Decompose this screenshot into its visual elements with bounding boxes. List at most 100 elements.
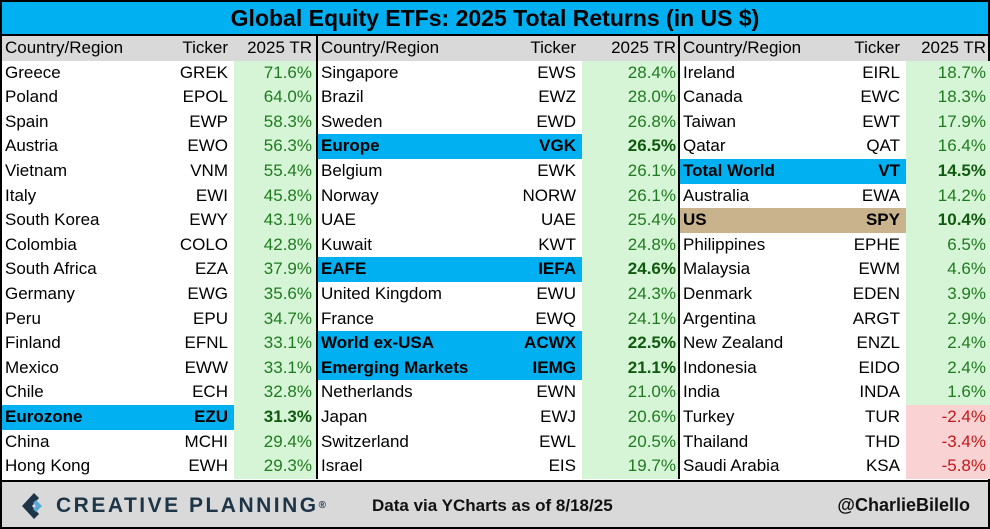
table-row: Thailand THD -3.4%: [680, 429, 990, 455]
table-row: Poland EPOL 64.0%: [2, 85, 316, 110]
region-name: Kuwait: [321, 234, 373, 254]
region-name: Austria: [5, 136, 58, 156]
ticker-symbol: GREK: [179, 62, 228, 82]
creative-planning-logo-icon: [22, 493, 42, 519]
total-return-value: 6.5%: [906, 232, 990, 258]
header-region-label: Country/Region: [321, 38, 440, 57]
total-return-value: 33.1%: [234, 331, 316, 356]
region-name: India: [683, 382, 720, 402]
ticker-symbol: EWD: [536, 111, 576, 131]
table-row: New Zealand ENZL 2.4%: [680, 331, 990, 356]
region-name: South Korea: [5, 210, 100, 230]
ticker-symbol: MCHI: [184, 431, 228, 451]
region-name: Brazil: [321, 87, 364, 107]
region-name: Denmark: [683, 284, 752, 303]
ticker-symbol: EWZ: [538, 87, 576, 107]
region-name: Sweden: [321, 111, 383, 131]
ticker-symbol: ECH: [192, 382, 228, 402]
table-row: Singapore EWS 28.4%: [318, 60, 680, 86]
table-row: Greece GREK 71.6%: [2, 60, 316, 86]
total-return-value: -3.4%: [906, 429, 990, 455]
ticker-symbol: EWU: [536, 284, 576, 303]
total-return-value: 31.3%: [234, 405, 316, 430]
ticker-symbol: EDEN: [852, 284, 900, 303]
region-name: Japan: [321, 407, 368, 426]
total-return-value: 24.3%: [582, 282, 680, 307]
ticker-symbol: EZA: [194, 259, 228, 279]
table-row: China MCHI 29.4%: [2, 429, 316, 455]
ticker-symbol: EWT: [862, 111, 900, 131]
ticker-symbol: EFNL: [184, 333, 228, 353]
table-row: Qatar QAT 16.4%: [680, 134, 990, 159]
table-row: Australia EWA 14.2%: [680, 183, 990, 209]
ticker-symbol: EWI: [195, 185, 228, 205]
region-name: Spain: [5, 111, 49, 131]
region-name: Belgium: [321, 161, 383, 180]
ticker-symbol: EWM: [858, 259, 900, 279]
region-name: Indonesia: [683, 357, 757, 377]
region-name: EAFE: [321, 259, 367, 279]
total-return-value: 42.8%: [234, 232, 316, 258]
total-return-value: 1.6%: [906, 380, 990, 405]
total-return-value: 71.6%: [234, 60, 316, 86]
table-row: Malaysia EWM 4.6%: [680, 257, 990, 282]
ticker-symbol: EWC: [860, 87, 900, 107]
region-name: Australia: [683, 185, 750, 205]
total-return-value: 29.3%: [234, 454, 316, 479]
region-name: Poland: [5, 87, 58, 107]
table-column-group-3: Country/Region Ticker 2025 TR Ireland EIRL 18…: [678, 36, 990, 479]
region-name: China: [5, 431, 50, 451]
region-name: Total World: [683, 161, 775, 180]
total-return-value: 24.6%: [582, 257, 680, 282]
table-row: Colombia COLO 42.8%: [2, 232, 316, 258]
total-return-value: 45.8%: [234, 183, 316, 209]
region-name: Ireland: [683, 62, 735, 82]
ticker-symbol: EWJ: [540, 407, 576, 426]
region-name: Switzerland: [321, 431, 409, 451]
region-name: Chile: [5, 382, 44, 402]
ticker-symbol: IEFA: [538, 259, 576, 279]
region-name: New Zealand: [683, 333, 784, 353]
table-column-group-1: Country/Region Ticker 2025 TR Greece GREK 71.…: [2, 36, 316, 479]
registered-mark: ®: [318, 500, 326, 511]
region-name: Israel: [321, 456, 363, 476]
total-return-value: 20.6%: [582, 405, 680, 430]
ticker-symbol: EWP: [189, 111, 228, 131]
total-return-value: 32.8%: [234, 380, 316, 405]
region-name: Netherlands: [321, 382, 413, 402]
ticker-symbol: KSA: [865, 456, 900, 476]
region-name: Norway: [321, 185, 379, 205]
table-row: South Korea EWY 43.1%: [2, 208, 316, 233]
region-name: UAE: [321, 210, 356, 230]
region-name: Mexico: [5, 357, 59, 377]
region-name: Singapore: [321, 62, 399, 82]
total-return-value: 26.1%: [582, 159, 680, 184]
table-row: Emerging Markets IEMG 21.1%: [318, 355, 680, 381]
header-return-label: 2025 TR: [611, 38, 676, 57]
total-return-value: 37.9%: [234, 257, 316, 282]
total-return-value: 24.1%: [582, 306, 680, 332]
table-row: Denmark EDEN 3.9%: [680, 282, 990, 307]
total-return-value: 35.6%: [234, 282, 316, 307]
region-name: Turkey: [683, 407, 735, 426]
total-return-value: 10.4%: [906, 208, 990, 233]
table-row: Europe VGK 26.5%: [318, 134, 680, 159]
ticker-symbol: VT: [878, 161, 900, 180]
region-name: Europe: [321, 136, 380, 156]
ticker-symbol: EWY: [189, 210, 228, 230]
table-row: Norway NORW 26.1%: [318, 183, 680, 209]
table-row: EAFE IEFA 24.6%: [318, 257, 680, 282]
ticker-symbol: EWL: [539, 431, 576, 451]
total-return-value: 21.0%: [582, 380, 680, 405]
total-return-value: 28.4%: [582, 60, 680, 86]
table-row: Germany EWG 35.6%: [2, 282, 316, 307]
table-row: Hong Kong EWH 29.3%: [2, 454, 316, 479]
ticker-symbol: SPY: [865, 210, 900, 230]
ticker-symbol: EZU: [194, 407, 228, 426]
total-return-value: 2.4%: [906, 355, 990, 381]
total-return-value: 34.7%: [234, 306, 316, 332]
ticker-symbol: EWQ: [535, 308, 576, 328]
region-name: Emerging Markets: [321, 357, 469, 377]
header-region-label: Country/Region: [5, 38, 124, 57]
